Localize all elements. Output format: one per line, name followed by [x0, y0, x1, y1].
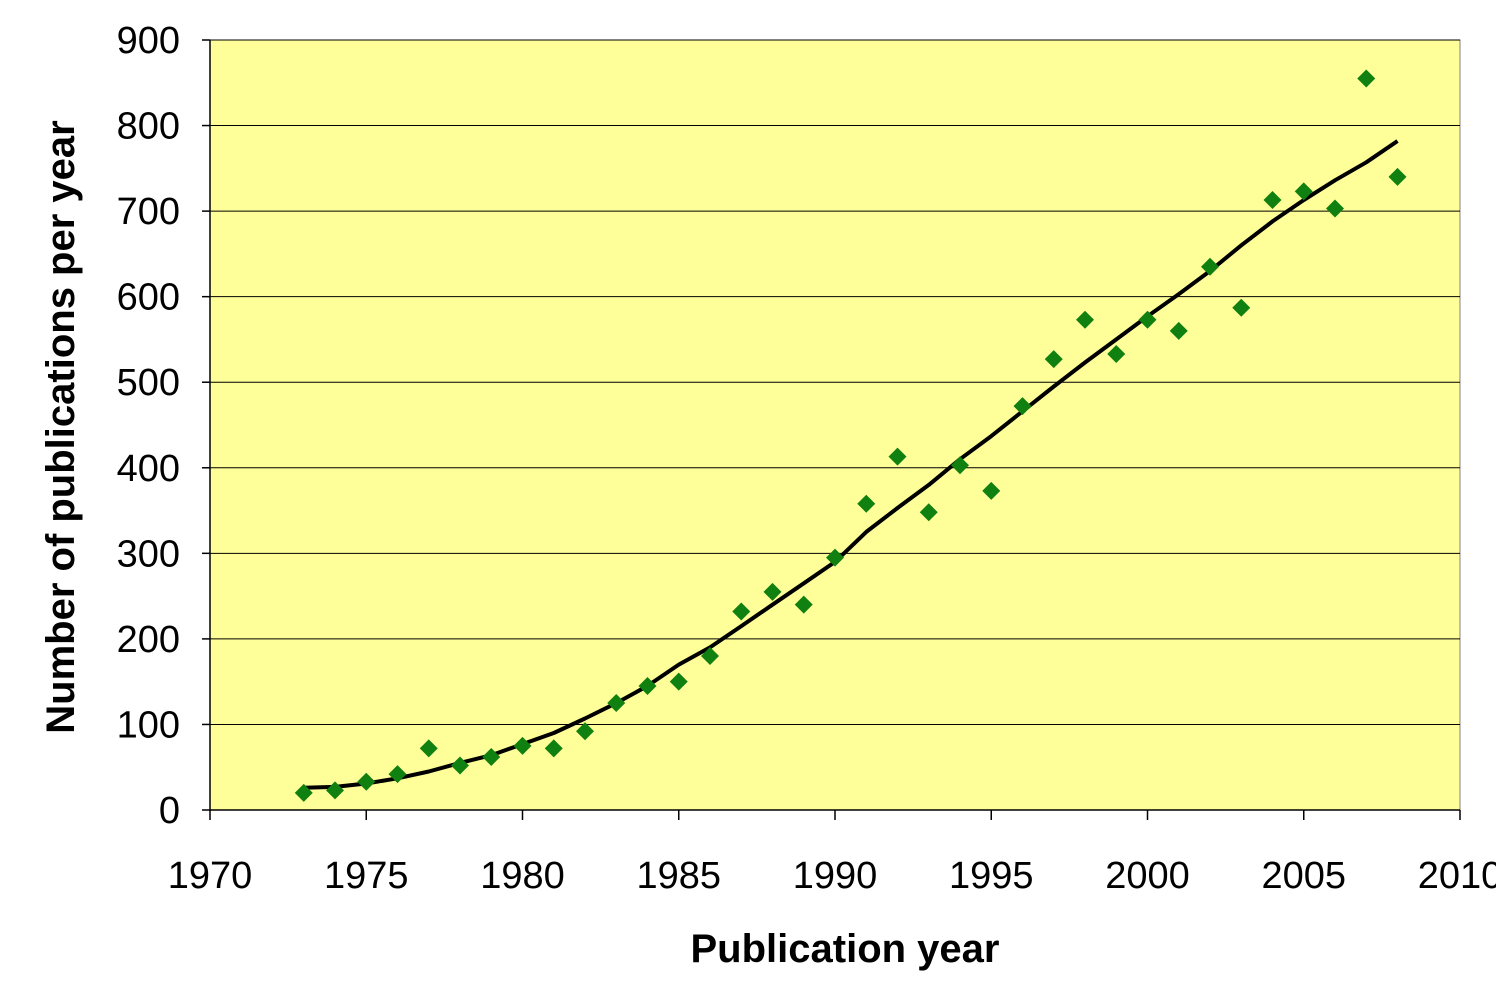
data-point	[732, 602, 751, 621]
y-tick-label: 0	[159, 790, 180, 832]
y-tick-label: 200	[117, 619, 180, 661]
y-tick-label: 600	[117, 277, 180, 319]
x-tick-label: 1970	[168, 855, 253, 897]
data-point	[607, 694, 626, 713]
data-point	[1357, 69, 1376, 88]
gridlines	[210, 39, 1460, 725]
data-point	[357, 772, 376, 791]
data-point	[294, 783, 313, 802]
data-markers	[294, 69, 1407, 802]
y-tick-label: 800	[117, 106, 180, 148]
data-point	[513, 736, 532, 755]
y-tick-label: 300	[117, 533, 180, 575]
data-point	[763, 582, 782, 601]
y-tick-label: 700	[117, 191, 180, 233]
data-point	[701, 647, 719, 665]
data-point	[1388, 167, 1407, 186]
data-point	[1076, 310, 1094, 329]
data-point	[794, 595, 813, 614]
y-tick-label: 500	[117, 362, 180, 404]
data-point	[1201, 257, 1219, 276]
data-point	[1232, 298, 1251, 317]
data-point	[888, 447, 907, 466]
data-point	[451, 756, 469, 775]
data-point	[1169, 321, 1188, 340]
data-point	[1294, 182, 1313, 201]
y-tick-label: 400	[117, 448, 180, 490]
data-point	[1326, 199, 1344, 218]
data-point	[1138, 310, 1157, 329]
data-point	[982, 481, 1001, 500]
x-tick-label: 2010	[1418, 855, 1496, 897]
data-point	[857, 494, 876, 513]
x-tick-label: 1980	[480, 855, 565, 897]
data-point	[826, 548, 844, 567]
data-point	[951, 456, 969, 475]
x-tick-label: 1985	[636, 855, 721, 897]
data-point	[1107, 344, 1126, 363]
data-point	[669, 672, 688, 691]
x-tick-label: 1990	[793, 855, 878, 897]
y-tick-label: 900	[117, 20, 180, 62]
data-point	[638, 676, 657, 695]
x-tick-label: 2005	[1261, 855, 1346, 897]
data-point	[388, 765, 407, 784]
data-point	[1013, 397, 1032, 416]
y-tick-label: 100	[117, 704, 180, 746]
x-tick-label: 2000	[1105, 855, 1190, 897]
x-tick-label: 1975	[324, 855, 409, 897]
data-point	[1044, 350, 1063, 369]
data-point	[419, 739, 438, 758]
data-point	[576, 722, 594, 741]
data-point	[1263, 190, 1282, 209]
tick-labels: 0 100 200 300 400 500 600 700 800 900 1970 1975 1980…	[117, 20, 1496, 897]
data-point	[482, 747, 501, 766]
plot-area	[209, 39, 1461, 811]
data-point	[919, 503, 938, 522]
x-tick-label: 1995	[949, 855, 1034, 897]
x-axis-title: Publication year	[691, 927, 1000, 971]
data-point	[544, 739, 563, 758]
y-axis-title: Number of publications per year	[39, 120, 83, 733]
data-point	[326, 781, 344, 800]
